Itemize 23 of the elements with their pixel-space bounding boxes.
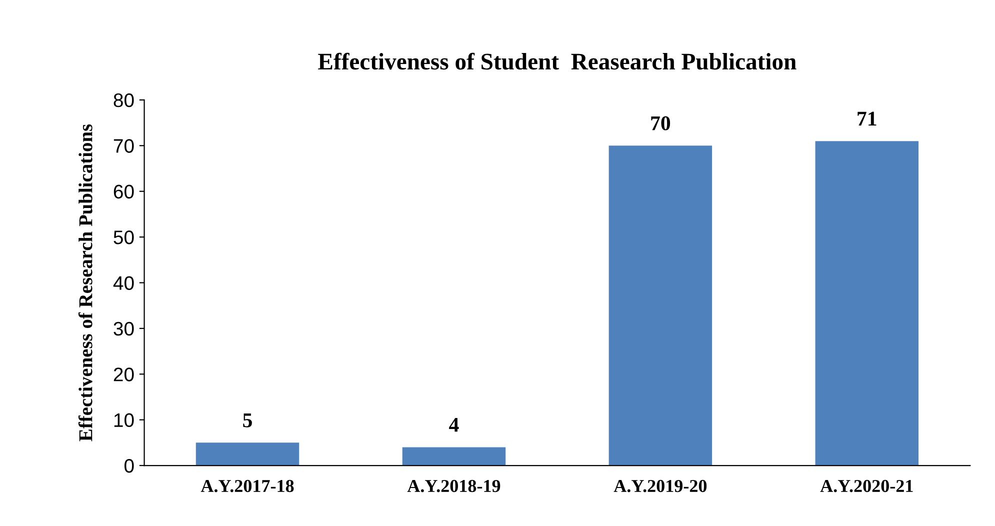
y-tick-label: 10 (114, 413, 134, 428)
bar (196, 442, 300, 466)
y-tick-label: 50 (114, 230, 134, 244)
x-tick-label: A.Y.2017-18 (200, 480, 294, 492)
y-tick-label: 80 (114, 93, 134, 108)
y-tick-label: 0 (124, 458, 134, 473)
bar (608, 146, 712, 466)
data-label: 4 (449, 418, 459, 432)
y-tick-label: 30 (114, 322, 134, 336)
x-tick-label: A.Y.2018-19 (407, 480, 500, 492)
data-label: 71 (858, 112, 876, 126)
y-tick-label: 20 (114, 368, 134, 382)
bar (815, 141, 919, 466)
bar (402, 447, 506, 466)
data-label: 5 (243, 413, 252, 428)
y-axis-title: Effectiveness of Research Publications (78, 124, 92, 442)
data-label: 70 (651, 116, 670, 130)
y-tick-label: 70 (114, 139, 134, 153)
chart-title: Effectiveness of Student Reasearch Publication (318, 52, 796, 70)
y-tick-label: 40 (113, 276, 134, 290)
x-tick-label: A.Y.2019-20 (614, 480, 707, 492)
x-tick-label: A.Y.2020-21 (820, 480, 913, 492)
y-tick-label: 60 (114, 184, 134, 199)
